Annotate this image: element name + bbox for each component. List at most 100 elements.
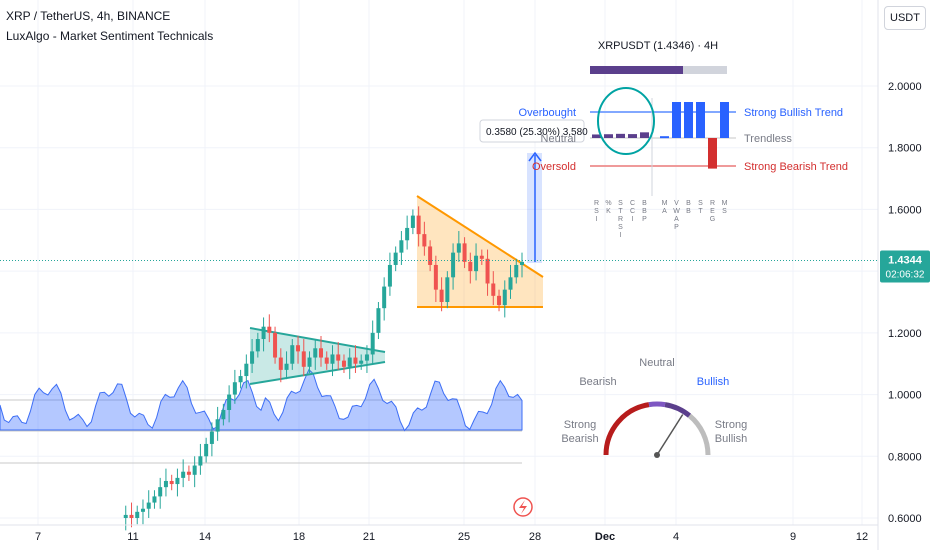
indicator-label: % K: [605, 200, 611, 215]
candle-body: [261, 326, 266, 340]
overbought-label: Overbought: [519, 107, 576, 119]
candle-body: [347, 357, 352, 367]
candle-body: [296, 345, 301, 352]
candle-body: [267, 326, 272, 333]
triangle-lower-line: [249, 361, 386, 385]
sentiment-oscillator: [0, 368, 523, 464]
candle-body: [152, 496, 157, 503]
gauge-strong-bullish: Strong: [715, 419, 747, 431]
price-tag-countdown: 02:06:32: [886, 270, 925, 281]
candle-body: [416, 215, 421, 235]
candle-body: [359, 360, 364, 364]
candle-body: [307, 357, 312, 367]
y-tick-label: 2.0000: [888, 81, 922, 93]
candle-body: [439, 289, 444, 302]
flash-icon-bolt: [519, 500, 527, 514]
candle-body: [330, 354, 335, 364]
measure-tool: 0.3580 (25.30%) 3,580: [479, 119, 588, 263]
y-tick-label: 0.8000: [888, 451, 922, 463]
x-tick-label: 12: [856, 531, 868, 543]
candle-body: [497, 295, 502, 306]
symbol-title: XRP / TetherUS, 4h, BINANCE: [6, 9, 171, 23]
price-tag-value: 1.4344: [888, 255, 923, 267]
candle-body: [336, 354, 341, 361]
indicator-bar: [628, 134, 637, 138]
gauge-hub: [654, 452, 660, 458]
triangle-upper-line: [249, 327, 386, 353]
candle-body: [278, 357, 283, 370]
candle-body: [508, 277, 513, 290]
panel-bar-fill: [590, 66, 683, 74]
candle-body: [204, 443, 209, 457]
indicator-bar: [684, 102, 693, 138]
candle-body: [341, 360, 346, 367]
price-tag-box: [880, 250, 930, 283]
x-tick-label: 25: [458, 531, 470, 543]
gauge-arc: [603, 402, 650, 456]
gauge-strong-bullish-2: Bullish: [715, 433, 747, 445]
x-tick-label: 4: [673, 531, 679, 543]
gauge-strong-bearish: Strong: [564, 419, 596, 431]
panel-title: XRPUSDT (1.4346) · 4H: [598, 40, 718, 52]
sentiment-gauge: Strong Bearish Bearish Neutral Bullish Strong…: [513, 357, 747, 517]
candle-body: [324, 357, 329, 364]
y-tick-label: 1.6000: [888, 204, 922, 216]
price-candles: [123, 206, 524, 531]
candle-body: [370, 332, 375, 355]
candle-body: [428, 246, 433, 265]
candle-body: [192, 465, 197, 475]
candle-body: [405, 227, 410, 241]
candle-body: [353, 357, 358, 364]
measure-label: 0.3580 (25.30%) 3,580: [486, 127, 588, 138]
neutral-label: Neutral: [541, 133, 576, 145]
indicator-bar: [616, 133, 625, 138]
candle-body: [238, 376, 243, 383]
y-tick-label: 0.6000: [888, 513, 922, 525]
symmetrical-triangle: [250, 328, 385, 384]
candle-body: [209, 431, 214, 444]
x-tick-label: 28: [529, 531, 541, 543]
measure-arrowhead: [528, 151, 542, 162]
grid-lines: [0, 0, 878, 525]
candle-body: [520, 261, 524, 265]
candle-body: [244, 363, 249, 377]
y-tick-label: 1.8000: [888, 143, 922, 155]
measure-label-box: [479, 119, 585, 143]
strong-bearish-label: Strong Bearish Trend: [744, 161, 848, 173]
x-tick-label: 11: [127, 531, 138, 543]
candle-body: [382, 286, 387, 309]
gauge-needle: [656, 414, 684, 456]
candle-body: [284, 363, 289, 370]
candle-body: [163, 480, 168, 488]
strong-bullish-label: Strong Bullish Trend: [744, 107, 843, 119]
candle-body: [485, 258, 490, 284]
gauge-arc: [648, 401, 666, 408]
candle-body: [186, 471, 191, 475]
candle-body: [462, 243, 467, 262]
candle-body: [474, 255, 479, 272]
x-tick-label: 7: [35, 531, 41, 543]
sentiment-panel: XRPUSDT (1.4346) · 4H Overbought Neutral Ov…: [519, 40, 848, 239]
gauge-strong-bearish-2: Bearish: [561, 433, 598, 445]
gauge-arc: [664, 402, 692, 418]
hand-drawn-circle: [597, 87, 655, 155]
candle-body: [422, 234, 427, 247]
candle-body: [399, 240, 404, 253]
candle-body: [221, 410, 226, 420]
gauge-bearish: Bearish: [579, 376, 616, 388]
currency-button[interactable]: USDT: [884, 6, 926, 30]
candle-body: [319, 348, 323, 358]
candle-body: [146, 502, 151, 509]
indicator-bar: [640, 132, 649, 138]
